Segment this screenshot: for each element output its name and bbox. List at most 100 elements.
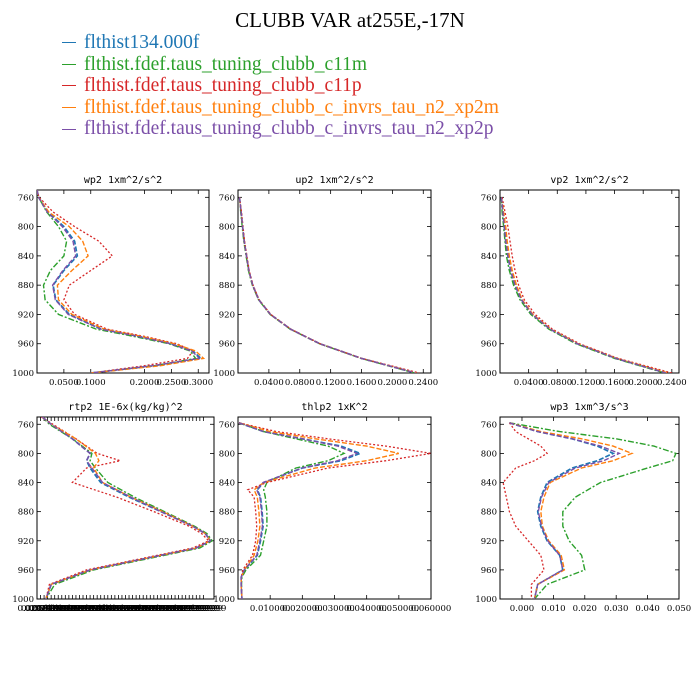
y-tick-label: 960 xyxy=(481,566,497,576)
y-tick-label: 840 xyxy=(481,252,497,262)
x-tick-label: 0.0799999 xyxy=(28,604,74,614)
series-line-3 xyxy=(41,417,210,599)
x-tick-label: 0.4599999 xyxy=(95,604,141,614)
x-tick-label: 0.7199999 xyxy=(141,604,187,614)
x-tick-label: 0.020 xyxy=(573,604,597,614)
series-line-3 xyxy=(502,422,549,599)
series-line-5 xyxy=(509,422,622,599)
page-title: CLUBB VAR at255E,-17N xyxy=(235,8,465,32)
y-tick-label: 880 xyxy=(18,281,34,291)
x-tick-label: 0.6199999 xyxy=(124,604,170,614)
panel-title: rtp2 1E-6x(kg/kg)^2 xyxy=(68,402,182,413)
x-tick-label: 0.4199999 xyxy=(88,604,134,614)
series-line-2 xyxy=(37,190,197,373)
x-tick-label: 0.2000 xyxy=(378,378,408,388)
series-line-4 xyxy=(238,422,399,599)
panel-title: wp2 1xm^2/s^2 xyxy=(84,175,162,186)
x-tick-label: 0.030 xyxy=(604,604,628,614)
panel-title: vp2 1xm^2/s^2 xyxy=(550,175,628,186)
panel-title: up2 1xm^2/s^2 xyxy=(295,175,373,186)
x-tick-label: 0.5199999 xyxy=(106,604,152,614)
x-tick-label: 0.3599999 xyxy=(78,604,124,614)
x-tick-label: 0.010 xyxy=(541,604,565,614)
legend-label: flthist.fdef.taus_tuning_clubb_c_invrs_t… xyxy=(84,96,499,118)
x-tick-label: 0.9199999 xyxy=(177,604,223,614)
legend-label: flthist.fdef.taus_tuning_clubb_c11m xyxy=(84,53,368,75)
x-tick-label: 0.7799999 xyxy=(152,604,198,614)
series-line-2 xyxy=(500,197,665,373)
series-line-1 xyxy=(238,421,363,599)
y-tick-label: 760 xyxy=(481,420,497,430)
x-tick-label: 0.3399999 xyxy=(74,604,120,614)
y-tick-label: 840 xyxy=(219,252,235,262)
series-line-5 xyxy=(238,422,359,599)
x-tick-label: 0.3199999 xyxy=(71,604,117,614)
x-tick-label: 0.3999999 xyxy=(85,604,131,614)
panel-1: wp2 1xm^2/s^2 760 800 840 880 920 960 1000 0.050… xyxy=(12,175,213,388)
x-tick-label: 0.0400 xyxy=(514,378,544,388)
series-line-2 xyxy=(41,417,214,599)
y-tick-label: 800 xyxy=(18,449,34,459)
x-tick-label: 0.2500 xyxy=(157,378,187,388)
y-tick-label: 920 xyxy=(18,310,34,320)
series-line-5 xyxy=(500,197,667,373)
series-line-4 xyxy=(41,417,212,599)
x-tick-label: 0.2399999 xyxy=(56,604,102,614)
series-line-2 xyxy=(238,422,346,599)
y-tick-label: 960 xyxy=(18,566,34,576)
y-tick-label: 800 xyxy=(219,449,235,459)
series-line-4 xyxy=(509,422,634,599)
y-tick-label: 1000 xyxy=(475,595,497,605)
x-tick-label: 0.7599999 xyxy=(149,604,195,614)
x-tick-label: 0.9399999 xyxy=(180,604,226,614)
x-tick-label: 0.8999999 xyxy=(173,604,219,614)
x-tick-label: 0.050 xyxy=(667,604,691,614)
x-tick-label: 0.4999999 xyxy=(103,604,149,614)
legend-swatch xyxy=(62,63,76,65)
y-tick-label: 880 xyxy=(219,281,235,291)
y-tick-label: 840 xyxy=(219,479,235,489)
y-tick-label: 960 xyxy=(481,340,497,350)
x-tick-label: 0.5399999 xyxy=(110,604,156,614)
y-tick-label: 840 xyxy=(18,252,34,262)
x-tick-label: 0.0400 xyxy=(254,378,284,388)
x-tick-label: 0.0399999 xyxy=(21,604,67,614)
series-line-1 xyxy=(37,190,203,373)
x-tick-label: 0.0800 xyxy=(542,378,572,388)
x-tick-label: 0.1399999 xyxy=(39,604,85,614)
legend-entry: flthist.fdef.taus_tuning_clubb_c_invrs_t… xyxy=(62,97,499,119)
y-tick-label: 1000 xyxy=(475,369,497,379)
plot-frame xyxy=(499,189,680,374)
x-tick-label: 0.2000 xyxy=(130,378,160,388)
x-tick-label: 0.2000 xyxy=(628,378,658,388)
x-tick-label: 0.040 xyxy=(635,604,659,614)
legend-label: flthist.fdef.taus_tuning_clubb_c11p xyxy=(84,75,362,97)
plot-frame xyxy=(499,416,680,600)
x-tick-label: 0.2599999 xyxy=(60,604,106,614)
x-tick-label: 0.1200 xyxy=(316,378,346,388)
y-tick-label: 800 xyxy=(481,449,497,459)
plot-frame xyxy=(36,189,210,374)
legend-label: flthist.fdef.taus_tuning_clubb_c_invrs_t… xyxy=(84,118,494,140)
panel-4: rtp2 1E-6x(kg/kg)^2 760 800 840 880 920 960 100… xyxy=(12,402,226,614)
x-tick-label: 0.2400 xyxy=(408,378,438,388)
y-tick-label: 1000 xyxy=(213,595,235,605)
legend-swatch xyxy=(62,85,76,87)
series-line-3 xyxy=(37,190,194,373)
x-tick-label: 0.3000 xyxy=(183,378,213,388)
x-tick-label: 0.6999999 xyxy=(138,604,184,614)
x-tick-label: 0.2400 xyxy=(657,378,687,388)
x-tick-label: 0.0500 xyxy=(49,378,79,388)
y-tick-label: 800 xyxy=(18,223,34,233)
x-tick-label: 0.3799999 xyxy=(81,604,127,614)
x-tick-label: 0.7999999 xyxy=(156,604,202,614)
x-tick-label: 0.5999999 xyxy=(120,604,166,614)
x-tick-label: 0.4399999 xyxy=(92,604,138,614)
y-tick-label: 840 xyxy=(481,479,497,489)
legend-swatch xyxy=(62,42,76,44)
x-tick-label: 0.060000 xyxy=(411,604,452,614)
legend-swatch xyxy=(62,128,76,130)
y-tick-label: 760 xyxy=(481,193,497,203)
y-tick-label: 920 xyxy=(219,310,235,320)
x-tick-label: 0.050000 xyxy=(379,604,420,614)
